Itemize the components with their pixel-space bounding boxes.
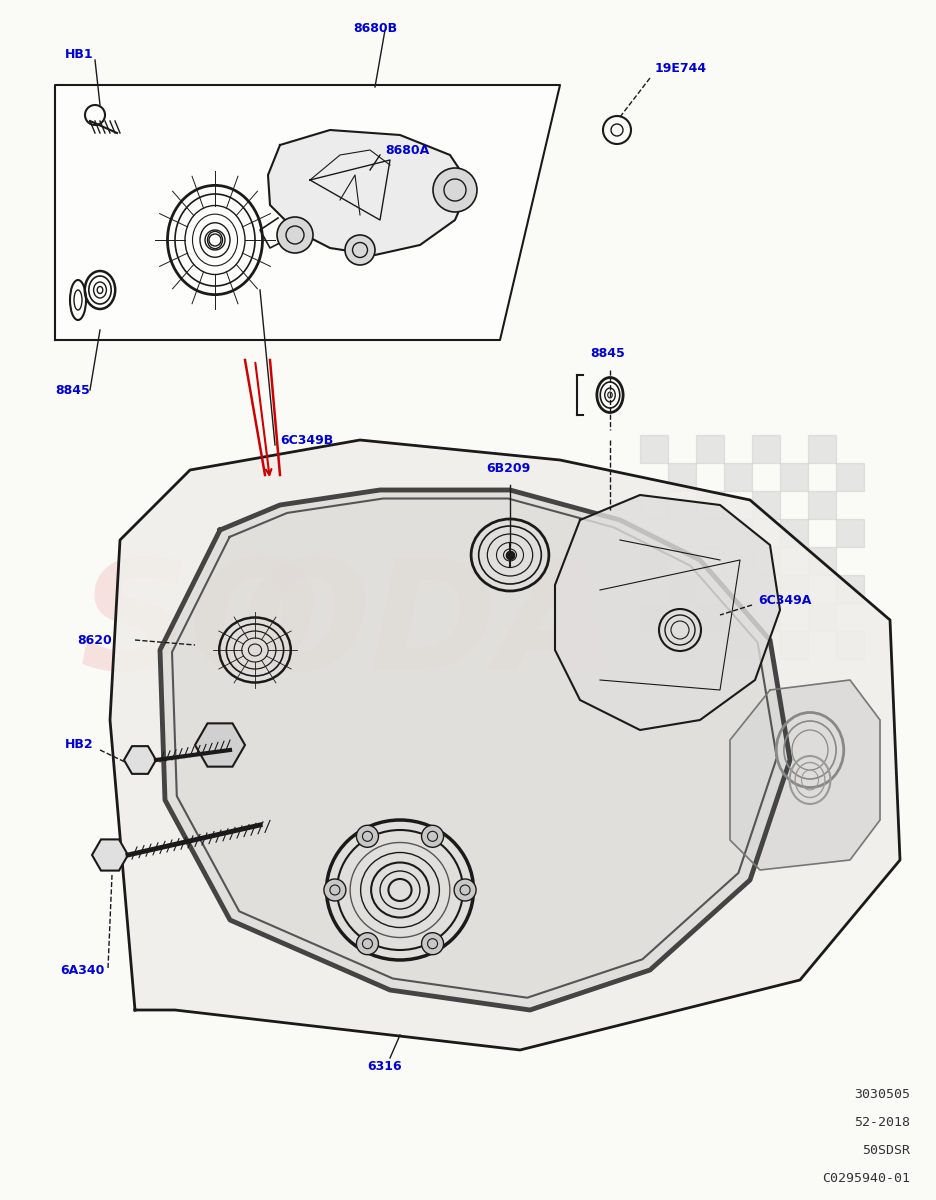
Text: 6C349B: 6C349B xyxy=(280,433,333,446)
Bar xyxy=(695,547,724,575)
Bar xyxy=(835,575,863,602)
Bar xyxy=(835,463,863,491)
Bar xyxy=(779,575,807,602)
Polygon shape xyxy=(554,494,779,730)
Text: 6B209: 6B209 xyxy=(486,462,530,475)
Polygon shape xyxy=(195,724,244,767)
Bar xyxy=(752,491,779,518)
Text: 8845: 8845 xyxy=(55,384,90,396)
Circle shape xyxy=(432,168,476,212)
Bar xyxy=(807,434,835,463)
Bar xyxy=(667,463,695,491)
Polygon shape xyxy=(55,85,560,340)
Polygon shape xyxy=(110,440,899,1050)
Circle shape xyxy=(421,932,443,955)
Bar xyxy=(807,547,835,575)
Bar xyxy=(724,463,752,491)
Circle shape xyxy=(324,878,345,901)
Bar xyxy=(779,518,807,547)
Bar xyxy=(639,602,667,631)
Text: 6C349A: 6C349A xyxy=(757,594,811,606)
Bar xyxy=(807,491,835,518)
Circle shape xyxy=(454,878,475,901)
Bar xyxy=(779,463,807,491)
Text: 8680A: 8680A xyxy=(385,144,429,156)
Circle shape xyxy=(356,826,378,847)
Bar xyxy=(724,575,752,602)
Bar xyxy=(639,434,667,463)
Text: C0295940-01: C0295940-01 xyxy=(821,1172,909,1186)
Bar xyxy=(724,631,752,659)
Text: 8845: 8845 xyxy=(590,347,624,360)
Text: 6316: 6316 xyxy=(367,1060,402,1073)
Text: 3030505: 3030505 xyxy=(853,1088,909,1102)
Text: SO: SO xyxy=(80,553,319,702)
Bar xyxy=(752,547,779,575)
Bar xyxy=(835,631,863,659)
Bar xyxy=(779,631,807,659)
Circle shape xyxy=(277,217,313,253)
Bar xyxy=(752,602,779,631)
Bar xyxy=(695,491,724,518)
Circle shape xyxy=(356,932,378,955)
Text: 8680B: 8680B xyxy=(353,22,397,35)
Polygon shape xyxy=(124,746,155,774)
Bar xyxy=(695,434,724,463)
Bar xyxy=(667,631,695,659)
Circle shape xyxy=(344,235,374,265)
Bar xyxy=(639,547,667,575)
Bar xyxy=(639,491,667,518)
Text: 8620: 8620 xyxy=(78,634,112,647)
Polygon shape xyxy=(268,130,470,254)
Bar xyxy=(807,602,835,631)
Circle shape xyxy=(421,826,443,847)
Bar xyxy=(695,602,724,631)
Polygon shape xyxy=(729,680,879,870)
Text: 19E744: 19E744 xyxy=(654,61,707,74)
Bar xyxy=(752,434,779,463)
Text: HB2: HB2 xyxy=(65,738,94,751)
Bar xyxy=(667,575,695,602)
Text: ODA: ODA xyxy=(240,553,614,702)
Polygon shape xyxy=(160,490,789,1010)
Text: 50SDSR: 50SDSR xyxy=(861,1145,909,1158)
Text: 6A340: 6A340 xyxy=(60,964,104,977)
Bar xyxy=(835,518,863,547)
Text: 52-2018: 52-2018 xyxy=(853,1116,909,1129)
Polygon shape xyxy=(92,840,128,870)
Bar xyxy=(724,518,752,547)
Bar xyxy=(667,518,695,547)
Text: HB1: HB1 xyxy=(65,48,94,61)
